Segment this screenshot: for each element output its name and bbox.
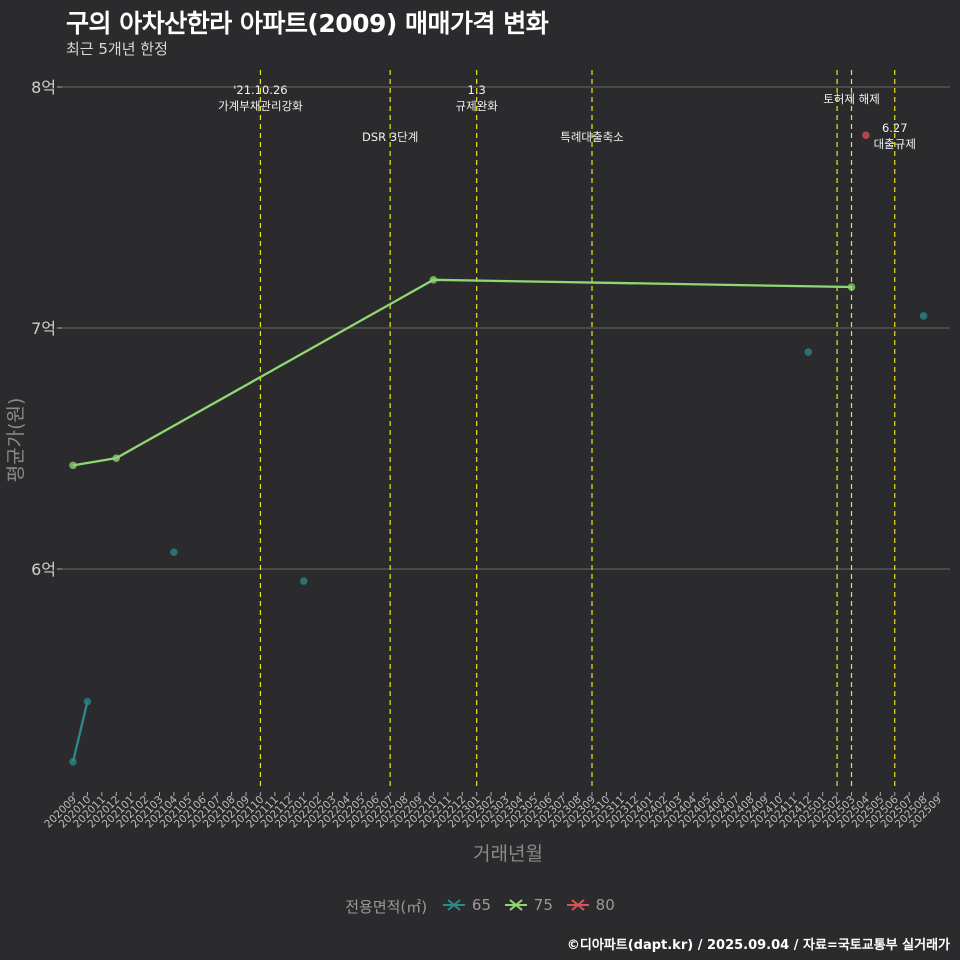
- event-label: 토허제 해제: [823, 92, 880, 106]
- data-point-80: [862, 131, 870, 139]
- event-label: 특례대출축소: [560, 130, 623, 144]
- y-tick-label: 7억: [31, 319, 56, 338]
- legend-key-80-icon: [566, 899, 589, 911]
- legend-item-75: 75: [504, 896, 553, 914]
- event-label: 규제완화: [456, 99, 499, 113]
- legend-key-65-icon: [442, 899, 465, 911]
- event-label: DSR 3단계: [362, 130, 418, 144]
- event-label: '21.10.26: [233, 83, 287, 97]
- x-axis: 2020092020102020112020122021012021022021…: [42, 792, 944, 830]
- legend-label-75: 75: [533, 896, 553, 914]
- event-label: 대출규제: [874, 137, 916, 151]
- legend: 전용면적(㎡) 65 75 80: [0, 896, 960, 917]
- event-label: 가계부채관리강화: [218, 99, 303, 113]
- source-credit: ©디아파트(dapt.kr) / 2025.09.04 / 자료=국토교통부 실…: [566, 938, 950, 953]
- legend-title: 전용면적(㎡): [345, 898, 428, 916]
- event-label: 1.3: [468, 83, 486, 97]
- legend-key-75-icon: [504, 899, 527, 911]
- data-series: [69, 131, 928, 766]
- legend-item-65: 65: [442, 896, 491, 914]
- data-point-75: [847, 283, 856, 291]
- data-point-65: [170, 548, 178, 556]
- legend-label-80: 80: [595, 896, 615, 914]
- y-tick-label: 8억: [31, 78, 56, 97]
- series-line-65: [71, 701, 89, 763]
- y-axis-label: 평균가(원): [5, 398, 27, 483]
- y-axis: 6억 7억 8억: [31, 78, 62, 579]
- data-point-75: [69, 461, 77, 470]
- event-label: 6.27: [882, 121, 908, 135]
- chart-title: 구의 아차산한라 아파트(2009) 매매가격 변화: [66, 9, 549, 38]
- legend-item-80: 80: [566, 896, 615, 914]
- data-point-65: [299, 577, 308, 585]
- data-point-65: [804, 348, 813, 356]
- x-axis-label: 거래년월: [473, 843, 543, 865]
- series-line-75: [72, 278, 852, 467]
- data-point-65: [69, 758, 77, 766]
- data-point-65: [919, 312, 928, 320]
- legend-label-65: 65: [471, 896, 492, 914]
- chart-subtitle: 최근 5개년 한정: [66, 40, 168, 58]
- gridlines: [62, 86, 950, 570]
- y-tick-label: 6억: [31, 560, 56, 579]
- data-point-75: [429, 276, 438, 284]
- data-point-75: [112, 454, 121, 462]
- data-point-65: [83, 697, 92, 706]
